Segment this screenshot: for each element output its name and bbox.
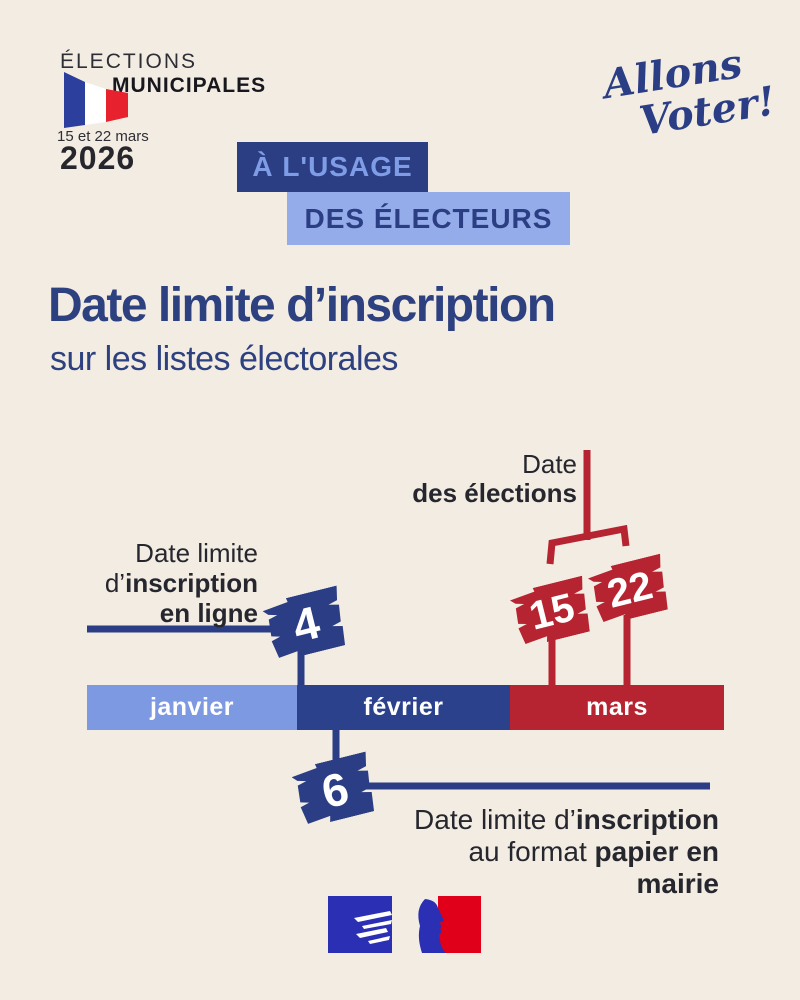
date-badge-value: 4 bbox=[287, 595, 325, 653]
date-badge-15: 15 bbox=[508, 576, 595, 649]
allons-voter-logo: Allons Voter! bbox=[600, 39, 782, 147]
paper-label-line1: Date limite d’inscription bbox=[380, 804, 719, 836]
paper-label-line1-bold: inscription bbox=[575, 804, 719, 835]
month-label: mars bbox=[586, 693, 648, 721]
paper-label-line2: au format papier en mairie bbox=[380, 836, 719, 900]
flag-white-stripe bbox=[85, 82, 106, 125]
online-label-line2-bold: inscription bbox=[125, 568, 258, 598]
paper-label-line2-prefix: au format bbox=[468, 836, 595, 867]
brand-year-text: 2026 bbox=[60, 140, 136, 176]
brand-municipales-text: MUNICIPALES bbox=[112, 74, 267, 97]
month-segment-fevrier: février bbox=[297, 685, 510, 730]
online-label-line2: d’inscription bbox=[90, 568, 258, 598]
timeline-month-bar: janvier février mars bbox=[87, 685, 724, 730]
election-date-label: Date des élections bbox=[400, 450, 577, 508]
flag-red-stripe bbox=[106, 89, 128, 122]
marianne-red-block bbox=[438, 896, 481, 953]
online-label-line3: en ligne bbox=[159, 598, 258, 628]
election-date-bracket bbox=[546, 524, 630, 565]
date-badge-value: 15 bbox=[524, 584, 579, 639]
french-flag-icon bbox=[64, 72, 128, 128]
paper-deadline-label: Date limite d’inscription au format papi… bbox=[380, 804, 719, 900]
online-label-line1: Date limite bbox=[135, 538, 258, 568]
flag-blue-stripe bbox=[64, 72, 85, 128]
brand-dates-text: 15 et 22 mars bbox=[57, 128, 149, 145]
paper-label-line2-bold: papier en mairie bbox=[594, 836, 719, 899]
brand-elections-text: ÉLECTIONS bbox=[60, 50, 198, 73]
month-label: février bbox=[363, 693, 444, 721]
election-date-label-line2: des élections bbox=[412, 478, 577, 508]
marianne-hair-streaks bbox=[354, 911, 392, 944]
date-badge-value: 22 bbox=[602, 562, 657, 617]
page-title: Date limite d’inscription bbox=[48, 279, 556, 332]
online-deadline-label: Date limite d’inscription en ligne bbox=[90, 538, 258, 628]
date-badge-22: 22 bbox=[586, 554, 673, 627]
date-badge-value: 6 bbox=[316, 761, 354, 819]
date-badge-4: 4 bbox=[261, 585, 351, 662]
paper-label-line1-prefix: Date limite d’ bbox=[414, 804, 576, 835]
marianne-profile bbox=[418, 899, 446, 953]
page-subtitle: sur les listes électorales bbox=[50, 340, 398, 378]
election-date-label-line1: Date bbox=[522, 449, 577, 479]
online-label-line2-prefix: d’ bbox=[104, 568, 126, 598]
month-segment-mars: mars bbox=[510, 685, 724, 730]
marianne-french-republic-logo bbox=[328, 896, 481, 953]
audience-badge-top: À L'USAGE bbox=[237, 142, 428, 192]
month-label: janvier bbox=[149, 693, 235, 721]
date-badge-6: 6 bbox=[290, 751, 380, 828]
month-segment-janvier: janvier bbox=[87, 685, 297, 730]
audience-badge-bottom: DES ÉLECTEURS bbox=[287, 192, 570, 245]
